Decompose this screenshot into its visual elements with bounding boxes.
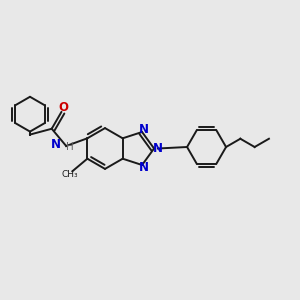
Text: H: H (66, 142, 73, 152)
Text: N: N (153, 142, 163, 155)
Text: N: N (139, 161, 148, 174)
Text: O: O (58, 101, 68, 114)
Text: N: N (139, 123, 148, 136)
Text: CH₃: CH₃ (61, 170, 78, 179)
Text: N: N (51, 138, 61, 151)
